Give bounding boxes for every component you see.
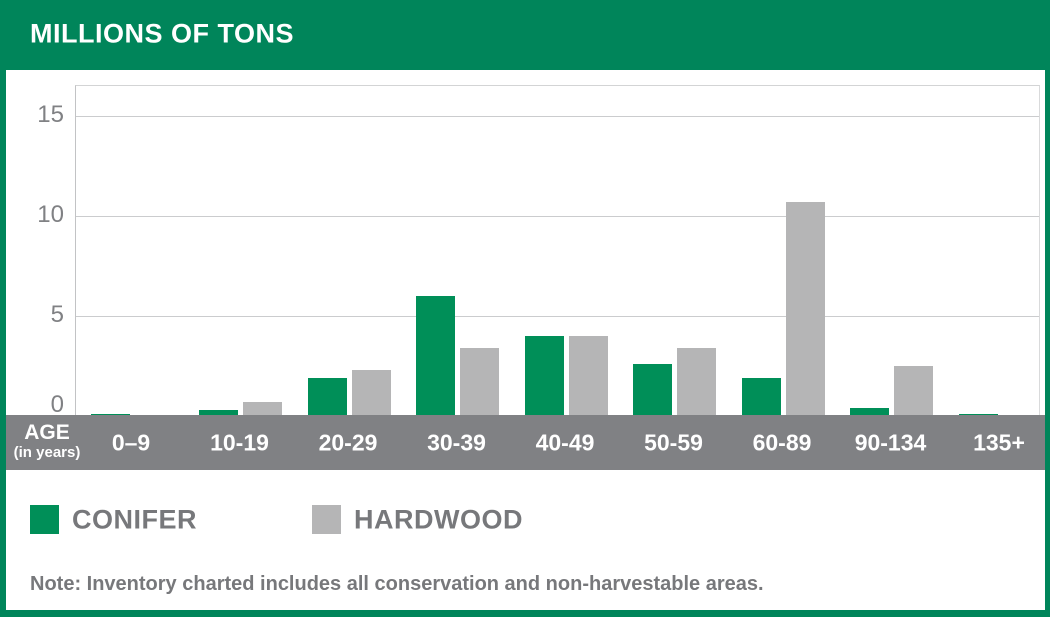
x-axis-label-50-59: 50-59 bbox=[644, 429, 703, 455]
bar-conifer-50-59 bbox=[633, 364, 672, 416]
footnote: Note: Inventory charted includes all con… bbox=[30, 573, 764, 595]
bar-conifer-30-39 bbox=[416, 296, 455, 416]
bar-hardwood-40-49 bbox=[568, 336, 608, 416]
hardwood-swatch bbox=[312, 505, 341, 534]
x-axis-title-sub: (in years) bbox=[13, 444, 81, 461]
legend-item-conifer: CONIFER bbox=[30, 500, 290, 540]
bar-conifer-90-134 bbox=[850, 408, 889, 416]
x-axis-label-135+: 135+ bbox=[973, 429, 1025, 455]
chart-header: MILLIONS OF TONS bbox=[0, 0, 1050, 70]
x-axis-band: AGE (in years) 0–9 10-19 20-29 30-39 40-49 50… bbox=[6, 415, 1045, 470]
bar-conifer-10-19 bbox=[199, 410, 238, 416]
conifer-swatch bbox=[30, 505, 59, 534]
chart-title: MILLIONS OF TONS bbox=[30, 18, 294, 49]
bar-hardwood-10-19 bbox=[243, 402, 282, 416]
chart-content: 15 10 5 0 AGE (in years) 0–9 10-19 20-29 30-39… bbox=[6, 70, 1045, 610]
gridline-10 bbox=[76, 216, 1039, 217]
plot-area bbox=[75, 85, 1042, 416]
legend-label-conifer: CONIFER bbox=[72, 504, 197, 535]
y-tick-10: 10 bbox=[37, 201, 64, 228]
x-axis-label-90-134: 90-134 bbox=[854, 429, 927, 455]
bar-hardwood-50-59 bbox=[677, 348, 716, 416]
y-tick-0: 0 bbox=[50, 391, 64, 418]
y-tick-15: 15 bbox=[37, 101, 64, 128]
legend-item-hardwood: HARDWOOD bbox=[312, 500, 612, 540]
x-axis-label-0–9: 0–9 bbox=[111, 429, 151, 455]
bar-hardwood-30-39 bbox=[460, 348, 499, 416]
bar-hardwood-20-29 bbox=[351, 370, 391, 416]
x-axis-label-10-19: 10-19 bbox=[210, 429, 269, 455]
legend: CONIFER HARDWOOD bbox=[6, 500, 1045, 540]
x-axis-label-30-39: 30-39 bbox=[427, 429, 486, 455]
x-axis-label-40-49: 40-49 bbox=[535, 429, 595, 455]
y-tick-5: 5 bbox=[50, 301, 64, 328]
bar-hardwood-90-134 bbox=[894, 366, 933, 416]
x-axis-title: AGE (in years) bbox=[14, 422, 81, 460]
legend-label-hardwood: HARDWOOD bbox=[354, 504, 523, 535]
bar-conifer-20-29 bbox=[307, 378, 347, 416]
bar-conifer-60-89 bbox=[741, 378, 781, 416]
bar-hardwood-60-89 bbox=[785, 202, 825, 416]
bar-conifer-40-49 bbox=[524, 336, 564, 416]
x-axis-title-main: AGE bbox=[24, 421, 70, 444]
x-axis-label-60-89: 60-89 bbox=[752, 429, 812, 455]
gridline-15 bbox=[76, 116, 1039, 117]
x-axis-label-20-29: 20-29 bbox=[318, 429, 378, 455]
gridline-5 bbox=[76, 316, 1039, 317]
